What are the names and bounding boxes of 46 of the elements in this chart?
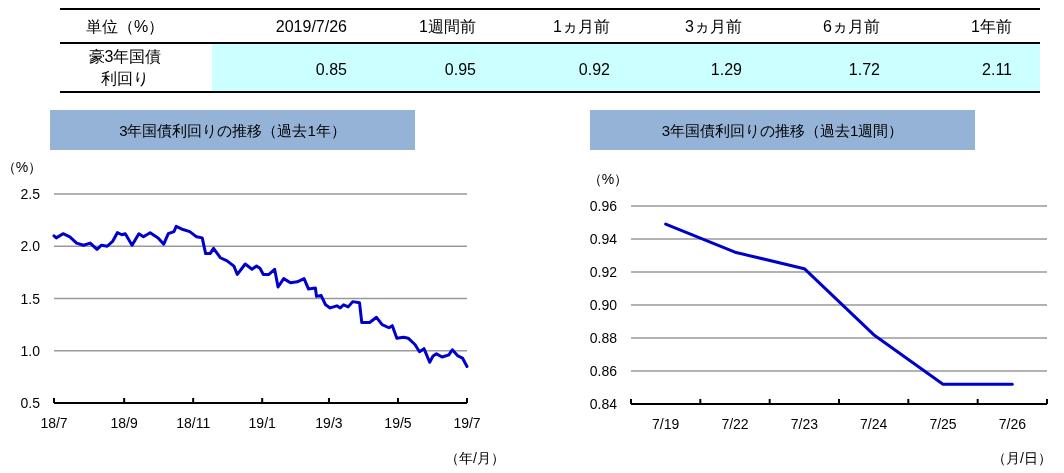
x-axis-title: （年/月）	[445, 450, 505, 466]
x-tick-label: 7/23	[790, 416, 819, 432]
data-label: 2.11	[982, 61, 1013, 78]
x-tick-label: 7/19	[652, 416, 680, 432]
x-tick-label: 18/9	[110, 415, 138, 431]
category-label: 3ヵ月前	[685, 18, 742, 35]
x-tick-label: 7/25	[929, 416, 957, 432]
x-axis-title: （月/日）	[992, 450, 1052, 466]
x-tick-label: 7/22	[721, 416, 749, 432]
y-axis-title: （%）	[587, 171, 629, 187]
x-tick-label: 7/26	[998, 416, 1027, 432]
data-label: 0.95	[444, 61, 477, 78]
y-tick-label: 0.94	[589, 231, 618, 247]
y-tick-label: 0.96	[589, 198, 618, 214]
x-tick-label: 19/7	[453, 415, 481, 431]
y-tick-label: 0.86	[589, 363, 618, 379]
x-tick-label: 7/24	[860, 416, 888, 432]
text: 単位（%）	[85, 18, 165, 35]
y-tick-label: 0.84	[589, 396, 618, 412]
x-tick-label: 19/5	[384, 415, 412, 431]
x-tick-label: 19/3	[315, 415, 343, 431]
text: 豪3年国債利回り	[88, 48, 162, 87]
data-label: 1.72	[848, 61, 881, 78]
category-label: 1ヵ月前	[553, 18, 610, 35]
category-label: 1週間前	[419, 18, 476, 35]
y-axis-title: （%）	[1, 159, 43, 175]
data-label: 1.29	[710, 61, 743, 78]
chart-title: 3年国債利回りの推移（過去1年）	[119, 122, 346, 139]
y-tick-label: 0.5	[20, 395, 41, 411]
y-tick-label: 1.0	[20, 342, 41, 359]
category-label: 6ヵ月前	[823, 18, 880, 35]
y-tick-label: 0.88	[589, 330, 618, 346]
y-tick-label: 0.92	[589, 264, 618, 280]
y-tick-label: 1.5	[20, 290, 41, 307]
y-tick-label: 2.0	[20, 238, 41, 255]
y-tick-label: 2.5	[20, 186, 41, 202]
category-label: 2019/7/26	[275, 18, 348, 35]
line-series	[52, 224, 469, 368]
chart-title: 3年国債利回りの推移（過去1週間）	[661, 122, 904, 139]
line-series	[664, 222, 1014, 386]
x-tick-label: 18/7	[40, 415, 68, 431]
x-tick-label: 18/11	[176, 415, 211, 431]
x-tick-label: 19/1	[248, 415, 277, 431]
y-tick-label: 0.90	[589, 297, 618, 313]
data-label: 0.85	[315, 61, 348, 78]
category-label: 1年前	[971, 18, 1012, 35]
